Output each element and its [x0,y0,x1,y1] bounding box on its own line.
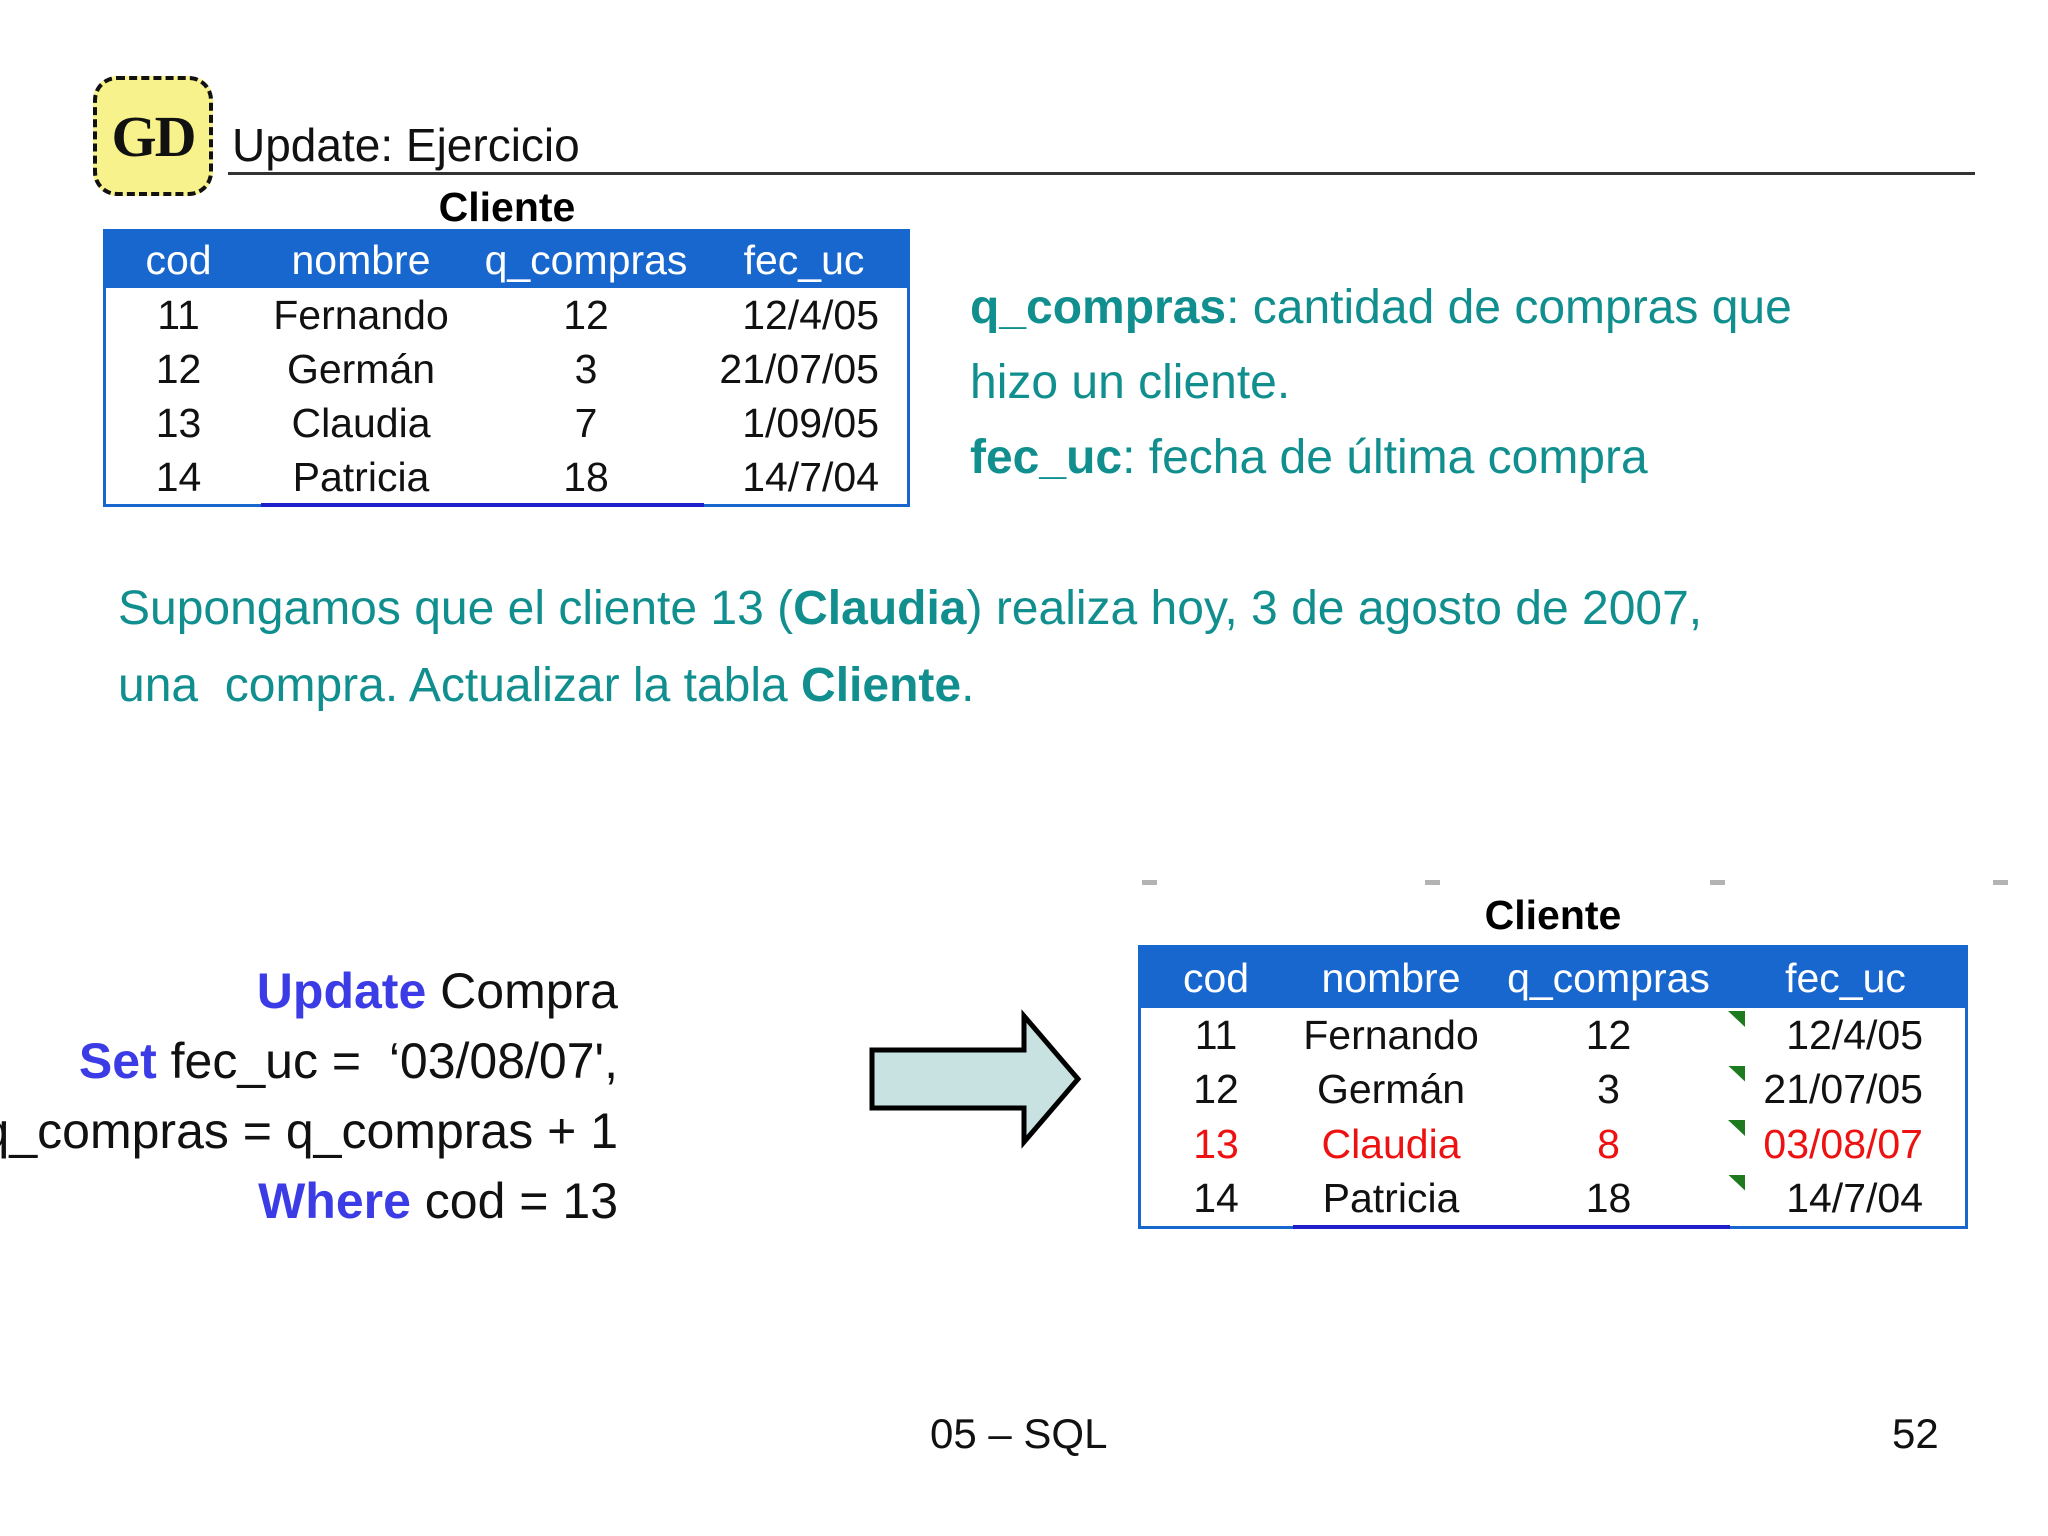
cell-q-compras: 3 [1597,1066,1620,1113]
cell-fec-uc: 14/7/04 [742,453,879,500]
selection-handle [1142,880,1157,885]
cell-nombre: Fernando [273,291,449,338]
cell-flag-icon [1728,1011,1745,1027]
cell-q-compras: 12 [1585,1011,1632,1058]
cell-cod: 11 [157,291,200,338]
cell-fec-uc: 21/07/05 [719,345,879,392]
cell-fec-uc: 14/7/04 [1726,1172,1965,1227]
table-row: 12 Germán 3 21/07/05 [106,342,907,396]
selection-handle [1710,880,1725,885]
cell-nombre: Germán [286,345,436,392]
cell-nombre: Fernando [1303,1011,1479,1058]
column-header-cod: cod [1182,954,1250,1001]
field-notes: q_compras: cantidad de compras que hizo … [970,270,1792,495]
sql-keyword: Update [256,963,427,1019]
column-header-q-compras: q_compras [484,236,688,283]
note-text: : cantidad de compras que [1226,281,1792,334]
cell-cod: 14 [1193,1175,1239,1222]
cell-cod: 12 [1193,1066,1239,1113]
sql-keyword: Where [258,1173,411,1229]
selection-handle [1425,880,1440,885]
cell-nombre: Claudia [291,399,431,446]
table-row: 11 Fernando 12 12/4/05 [106,288,907,342]
cell-fec-uc: 21/07/05 [1726,1063,1965,1118]
right-arrow-icon [869,1009,1082,1149]
footer-course-label: 05 – SQL [930,1410,1108,1457]
sql-statement: Update Compra Set fec_uc = ‘03/08/07', q… [0,956,618,1236]
cell-cod: 13 [155,399,202,446]
cell-cod: 12 [155,345,202,392]
exercise-text: Supongamos que el cliente 13 (Claudia) r… [118,570,1702,724]
cell-fec-uc: 03/08/07 [1726,1117,1965,1172]
note-line: fec_uc: fecha de última compra [970,420,1792,495]
note-term: fec_uc [970,431,1123,484]
table-row: 11 Fernando 12 12/4/05 [1141,1008,1965,1063]
sql-line: q_compras = q_compras + 1 [0,1103,618,1159]
cell-q-compras: 12 [563,291,609,338]
table-bottom-accent [261,503,704,507]
note-line: hizo un cliente. [970,356,1291,409]
table-row: 14 Patricia 18 14/7/04 [1141,1172,1965,1227]
cell-nombre: Patricia [292,453,430,500]
cell-nombre: Claudia [1321,1120,1461,1167]
cliente-table-after: cod nombre q_compras fec_uc 11 Fernando … [1138,945,1968,1229]
table-bottom-accent [1293,1225,1730,1229]
table-after-title: Cliente [1484,892,1622,938]
footer-page-number: 52 [1892,1410,1939,1457]
sql-line: Where cod = 13 [258,1173,618,1229]
cell-nombre: Germán [1316,1066,1466,1113]
cell-q-compras: 7 [574,399,598,446]
table-before-title: Cliente [438,184,576,230]
cell-q-compras: 8 [1597,1120,1620,1167]
table-header-row: cod nombre q_compras fec_uc [106,232,907,288]
note-line: q_compras: cantidad de compras que [970,270,1792,345]
cell-cod: 13 [1193,1120,1239,1167]
table-row: 12 Germán 3 21/07/05 [1141,1063,1965,1118]
column-header-nombre: nombre [291,236,431,283]
cell-flag-icon [1728,1065,1745,1082]
cell-q-compras: 3 [574,345,598,392]
column-header-fec-uc: fec_uc [743,236,865,283]
sql-keyword: Set [78,1033,157,1089]
cell-fec-uc: 1/09/05 [742,399,879,446]
cell-fec-uc: 12/4/05 [1726,1008,1965,1063]
cell-flag-icon [1728,1174,1745,1191]
table-row: 13 Claudia 7 1/09/05 [106,396,907,450]
cell-cod: 11 [1194,1011,1238,1058]
column-header-cod: cod [145,236,212,283]
table-row-updated: 13 Claudia 8 03/08/07 [1141,1117,1965,1172]
column-header-nombre: nombre [1321,954,1461,1001]
cell-q-compras: 18 [563,453,609,500]
note-text: : fecha de última compra [1122,431,1648,484]
cliente-table-before: cod nombre q_compras fec_uc 11 Fernando … [103,229,910,507]
cell-cod: 14 [155,453,202,500]
title-underline [228,172,1975,175]
exercise-line: una compra. Actualizar la tabla Cliente. [118,659,975,712]
cell-fec-uc: 12/4/05 [742,291,879,338]
column-header-q-compras: q_compras [1507,954,1710,1001]
column-header-fec-uc: fec_uc [1785,954,1906,1001]
table-header-row: cod nombre q_compras fec_uc [1141,948,1965,1008]
exercise-line: Supongamos que el cliente 13 (Claudia) r… [118,582,1703,635]
cell-flag-icon [1728,1120,1745,1136]
table-row: 14 Patricia 18 14/7/04 [106,450,907,504]
gd-logo: GD [93,76,213,196]
page-title: Update: Ejercicio [232,119,580,171]
selection-handle [1993,880,2008,885]
sql-line: Update Compra [256,963,618,1019]
cell-nombre: Patricia [1322,1175,1460,1222]
cell-q-compras: 18 [1585,1175,1632,1222]
gd-logo-text: GD [111,103,197,169]
note-term: q_compras [970,281,1227,334]
sql-line: Set fec_uc = ‘03/08/07', [78,1033,618,1089]
